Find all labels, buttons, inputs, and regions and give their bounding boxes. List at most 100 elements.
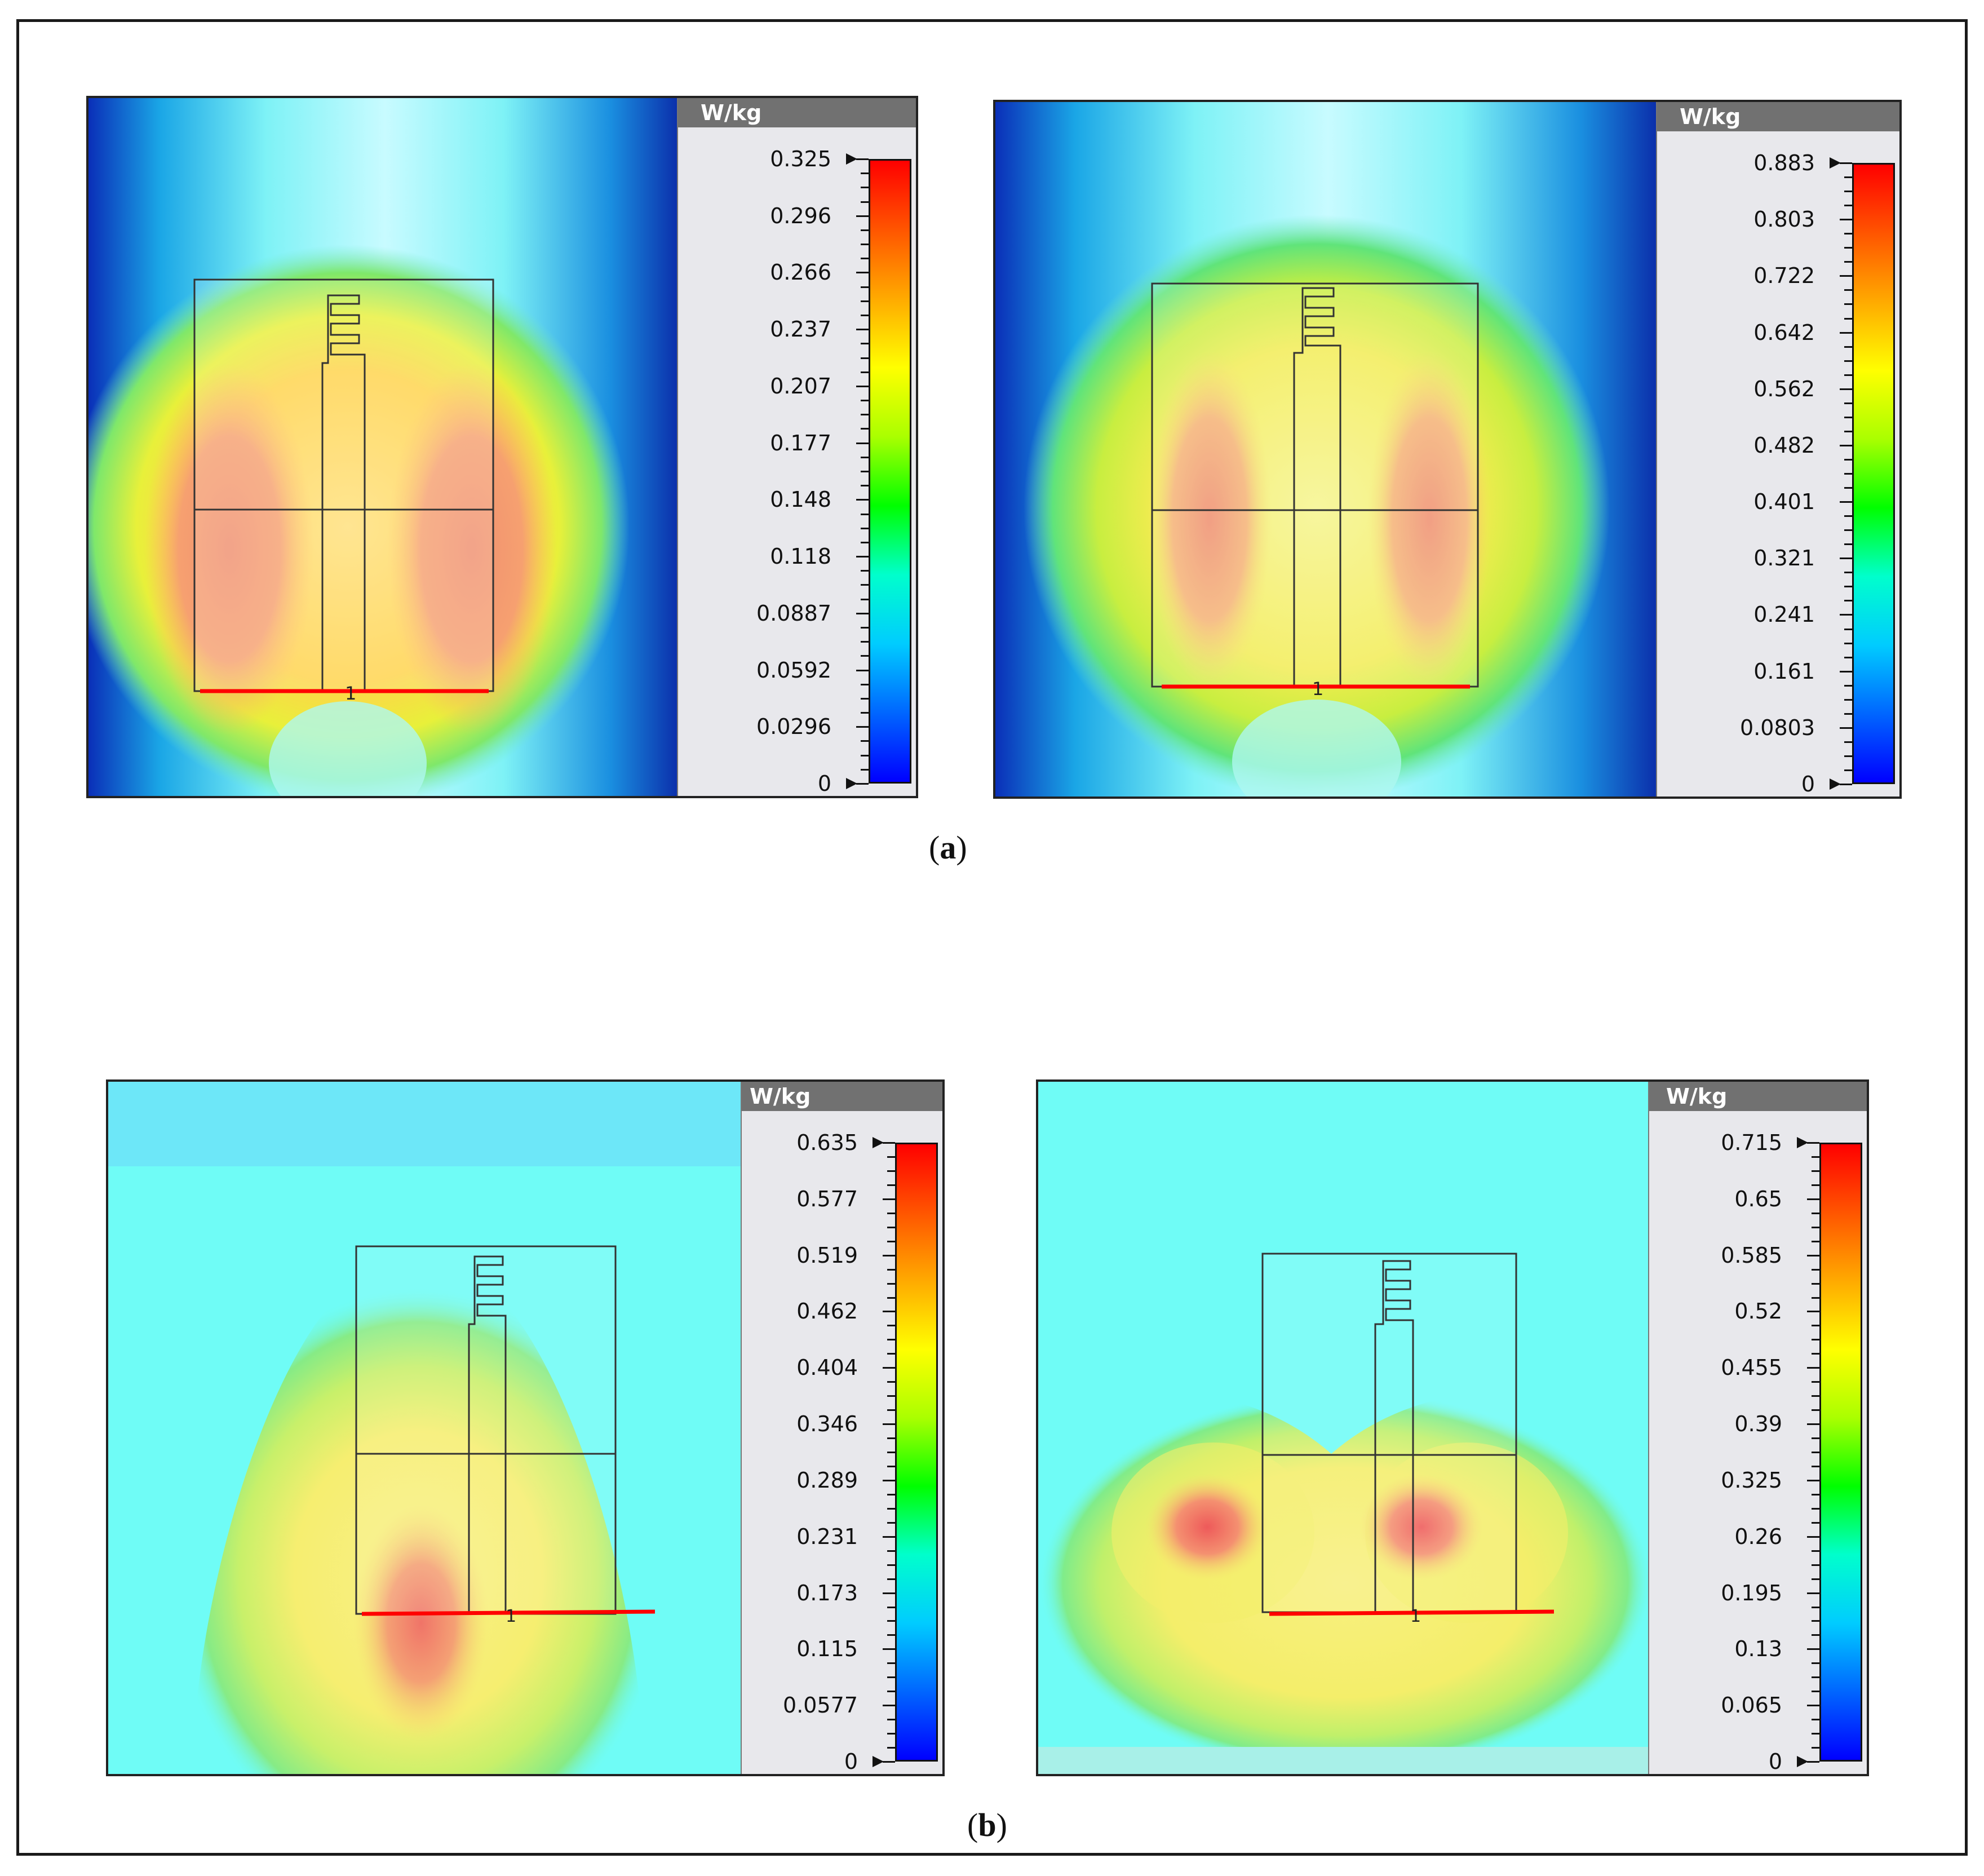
scale-tick <box>1812 1676 1819 1679</box>
scale-tick <box>887 1662 895 1665</box>
scale-tick <box>1844 458 1852 461</box>
scale-tick <box>1844 529 1852 532</box>
scale-tick <box>1812 1606 1819 1608</box>
scale-tick <box>861 655 869 657</box>
scale-tick <box>861 172 869 175</box>
unit-label: W/kg <box>1649 1082 1867 1111</box>
scale-tick <box>887 1297 895 1299</box>
scale-tick <box>861 683 869 685</box>
scale-tick <box>887 1339 895 1341</box>
scale-tick <box>1844 487 1852 489</box>
scale-tick <box>887 1493 895 1496</box>
scale-tick <box>861 697 869 700</box>
scale-tick <box>856 556 869 558</box>
sar-panel-b-left: 1 W/kg 0.635 0.577 0.519 0.462 0.404 0.346 0.2… <box>106 1079 945 1776</box>
scale-tick <box>856 669 869 671</box>
caption-paren: ) <box>956 829 967 866</box>
scale-tick <box>1807 1423 1819 1426</box>
scale-tick <box>861 201 869 203</box>
scale-tick <box>861 315 869 316</box>
scale-tick <box>887 1719 895 1721</box>
scale-tick <box>1844 755 1852 757</box>
tick-label: 0.883 <box>1753 151 1815 175</box>
scale-tick <box>1812 1634 1819 1636</box>
scale-tick <box>1807 1254 1819 1256</box>
tick-label: 0.0803 <box>1740 715 1815 740</box>
tick-label: 0.289 <box>796 1467 858 1493</box>
tick-label: 0 <box>817 771 831 796</box>
scale-tick <box>1844 402 1852 404</box>
scale-tick <box>1844 317 1852 320</box>
sar-panel-b-right: 1 W/kg 0.715 0.65 0.585 0.52 0.455 0.39 0.325 0… <box>1036 1079 1869 1776</box>
tick-label: 0.231 <box>796 1524 858 1549</box>
sar-panel-a-left: 1 W/kg 0.325 0.296 0.266 0.237 0.207 0.177 0.1… <box>86 96 918 798</box>
scale-tick <box>887 1325 895 1327</box>
scale-tick <box>1807 1479 1819 1481</box>
scale-arrow <box>1830 157 1841 169</box>
tick-label: 0.13 <box>1734 1636 1782 1662</box>
scale-tick <box>887 1634 895 1636</box>
scale-tick <box>861 527 869 529</box>
color-scale-bar <box>869 159 911 784</box>
tick-label: 0.0887 <box>756 600 831 626</box>
tick-label: 0.577 <box>796 1186 858 1211</box>
tick-label: 0.39 <box>1734 1412 1782 1437</box>
scale-tick <box>1840 275 1852 277</box>
scale-tick <box>1844 572 1852 574</box>
caption-b: (b) <box>967 1806 1007 1844</box>
scale-tick <box>856 612 869 614</box>
scale-tick <box>861 513 869 515</box>
scale-tick <box>1812 1437 1819 1440</box>
scale-tick <box>1844 741 1852 743</box>
scale-tick <box>1807 1536 1819 1538</box>
scale-tick <box>883 1311 895 1313</box>
scale-tick <box>1844 346 1852 348</box>
scale-tick <box>1812 1521 1819 1524</box>
tick-label: 0.346 <box>796 1412 858 1437</box>
scale-tick <box>883 1142 895 1144</box>
scale-tick <box>1844 303 1852 306</box>
scale-tick <box>887 1564 895 1566</box>
color-scale-bar <box>1852 163 1895 784</box>
tick-label: 0.177 <box>770 430 831 455</box>
tick-label: 0 <box>1801 772 1815 797</box>
sar-field-map: 1 <box>995 102 1660 797</box>
tick-label: 0.325 <box>770 147 831 171</box>
scale-tick <box>1844 656 1852 658</box>
scale-tick <box>1840 670 1852 672</box>
scale-tick <box>1812 1170 1819 1172</box>
scale-tick <box>1844 360 1852 362</box>
scale-tick <box>1844 515 1852 517</box>
scale-tick <box>1812 1353 1819 1355</box>
scale-tick <box>861 400 869 402</box>
scale-arrow <box>1797 1137 1808 1148</box>
scale-tick <box>856 499 869 501</box>
scale-tick <box>1807 1311 1819 1313</box>
scale-tick <box>1844 247 1852 249</box>
scale-tick <box>1812 1297 1819 1299</box>
scale-tick <box>1812 1564 1819 1566</box>
tick-label: 0.642 <box>1753 320 1815 345</box>
scale-tick <box>1812 1550 1819 1552</box>
scale-tick <box>1844 628 1852 630</box>
tick-label: 0.065 <box>1721 1693 1782 1718</box>
scale-tick <box>861 229 869 231</box>
scale-tick <box>861 456 869 458</box>
sar-panel-a-right: 1 W/kg 0.883 0.803 0.722 0.642 0.562 0.482 0.4… <box>993 100 1902 799</box>
scale-tick <box>1812 1507 1819 1510</box>
sar-field-map: 1 <box>108 1082 745 1774</box>
scale-tick <box>887 1353 895 1355</box>
tick-label: 0.115 <box>796 1636 858 1662</box>
unit-label: W/kg <box>1657 102 1899 131</box>
scale-tick <box>887 1676 895 1679</box>
scale-tick <box>887 1733 895 1735</box>
scale-tick <box>1844 416 1852 418</box>
scale-tick <box>1812 1226 1819 1228</box>
scale-tick <box>861 428 869 430</box>
scale-tick <box>1807 1592 1819 1594</box>
scale-tick <box>887 1381 895 1383</box>
tick-label: 0.635 <box>796 1130 858 1155</box>
caption-paren: ( <box>929 829 940 866</box>
caption-paren: ( <box>967 1807 978 1843</box>
scale-tick <box>1840 162 1852 164</box>
